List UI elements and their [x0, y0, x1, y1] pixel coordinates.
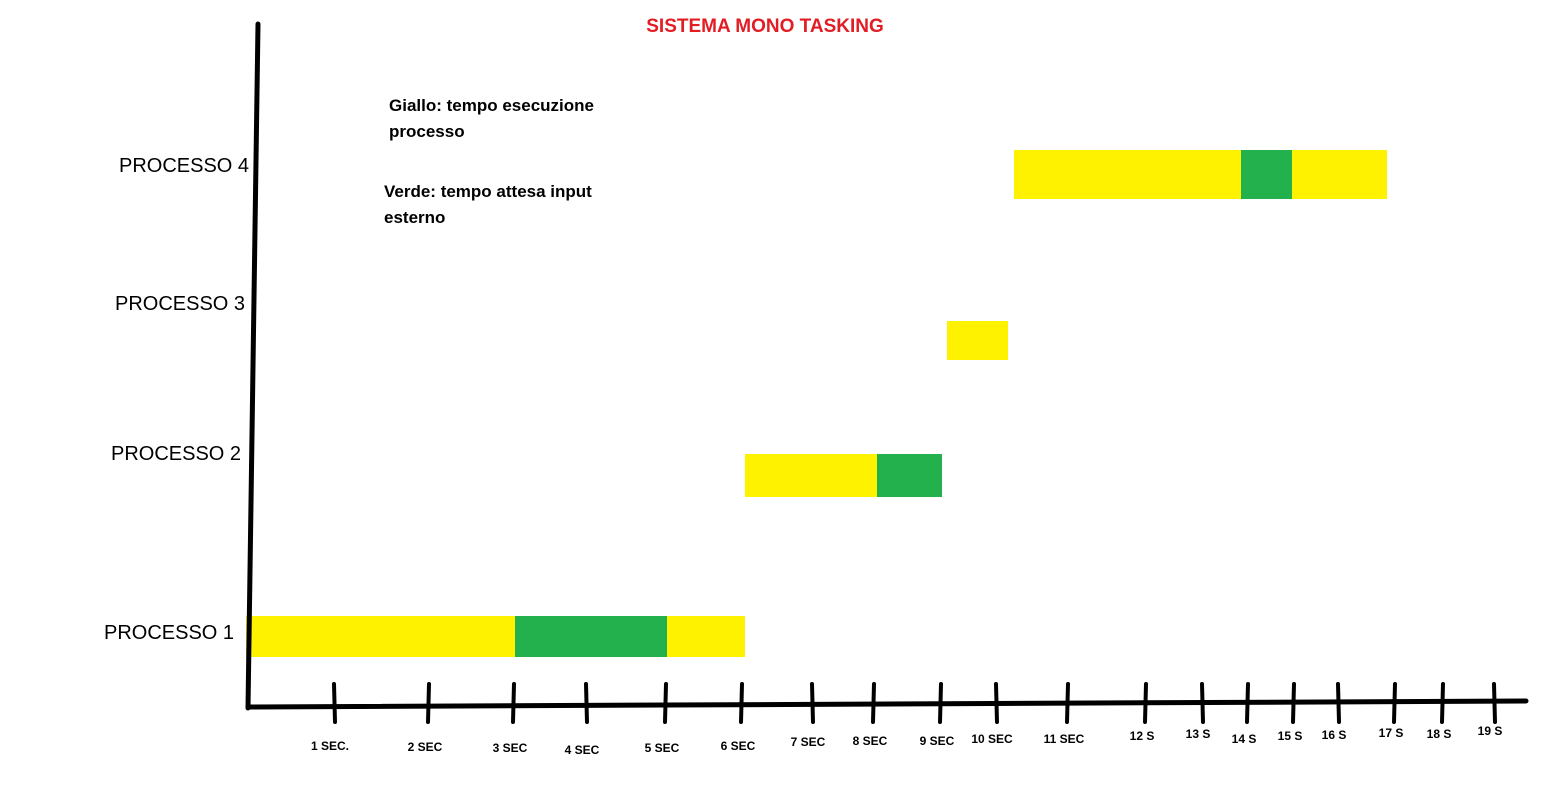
x-tick-label-15: 15 S	[1277, 729, 1303, 743]
x-tick-13	[1200, 682, 1205, 724]
x-tick-label-13: 13 S	[1185, 727, 1211, 741]
x-axis	[245, 698, 1529, 710]
x-tick-17	[1392, 682, 1397, 724]
x-tick-label-8: 8 SEC	[852, 734, 888, 748]
chart-title: SISTEMA MONO TASKING	[646, 16, 884, 37]
bar-processo-1-segment-2-attesa	[515, 616, 667, 657]
x-tick-10	[994, 682, 999, 724]
x-tick-9	[938, 682, 943, 724]
bar-processo-1-segment-3-esecuzione	[667, 616, 745, 657]
x-tick-label-6: 6 SEC	[720, 739, 756, 753]
x-tick-label-19: 19 S	[1477, 724, 1503, 738]
x-tick-label-3: 3 SEC	[492, 741, 528, 755]
x-tick-7	[810, 682, 815, 724]
x-tick-label-18: 18 S	[1426, 727, 1452, 741]
x-tick-4	[584, 682, 589, 724]
x-tick-label-2: 2 SEC	[407, 740, 443, 754]
row-label-processo-3: PROCESSO 3	[115, 293, 246, 315]
legend-item-wait: Verde: tempo attesa input esterno	[384, 182, 592, 227]
x-tick-8	[871, 682, 876, 724]
row-label-processo-2: PROCESSO 2	[111, 443, 242, 465]
x-tick-label-1: 1 SEC.	[310, 739, 350, 753]
y-axis	[245, 21, 261, 711]
x-tick-1	[332, 682, 337, 724]
x-tick-label-11: 11 SEC	[1043, 732, 1085, 746]
bar-processo-1-segment-1-esecuzione	[246, 616, 515, 657]
x-tick-12	[1143, 682, 1148, 724]
x-tick-6	[739, 682, 744, 724]
x-tick-label-10: 10 SEC	[971, 732, 1013, 746]
bar-processo-2-segment-2-attesa	[877, 454, 942, 497]
x-tick-15	[1291, 682, 1296, 724]
x-tick-19	[1492, 682, 1497, 724]
bar-processo-4-segment-1-esecuzione	[1014, 150, 1241, 199]
x-tick-label-5: 5 SEC	[644, 741, 680, 755]
bar-processo-4-segment-3-esecuzione	[1292, 150, 1387, 199]
bar-processo-3-segment-1-esecuzione	[947, 321, 1008, 360]
x-tick-label-4: 4 SEC	[564, 743, 600, 757]
x-tick-18	[1440, 682, 1445, 724]
x-tick-14	[1245, 682, 1250, 724]
x-tick-label-9: 9 SEC	[919, 734, 955, 748]
legend-item-execution: Giallo: tempo esecuzione processo	[389, 96, 594, 141]
x-tick-label-12: 12 S	[1129, 729, 1155, 743]
x-tick-16	[1336, 682, 1341, 724]
x-tick-label-7: 7 SEC	[790, 735, 826, 749]
x-tick-label-14: 14 S	[1231, 732, 1257, 746]
x-tick-2	[426, 682, 431, 724]
x-tick-3	[511, 682, 516, 724]
bar-processo-4-segment-2-attesa	[1241, 150, 1292, 199]
x-tick-label-17: 17 S	[1378, 726, 1404, 740]
x-tick-5	[663, 682, 668, 724]
x-tick-label-16: 16 S	[1321, 728, 1347, 742]
row-label-processo-4: PROCESSO 4	[119, 155, 250, 177]
row-label-processo-1: PROCESSO 1	[104, 622, 235, 644]
x-tick-11	[1065, 682, 1070, 724]
bar-processo-2-segment-1-esecuzione	[745, 454, 877, 497]
